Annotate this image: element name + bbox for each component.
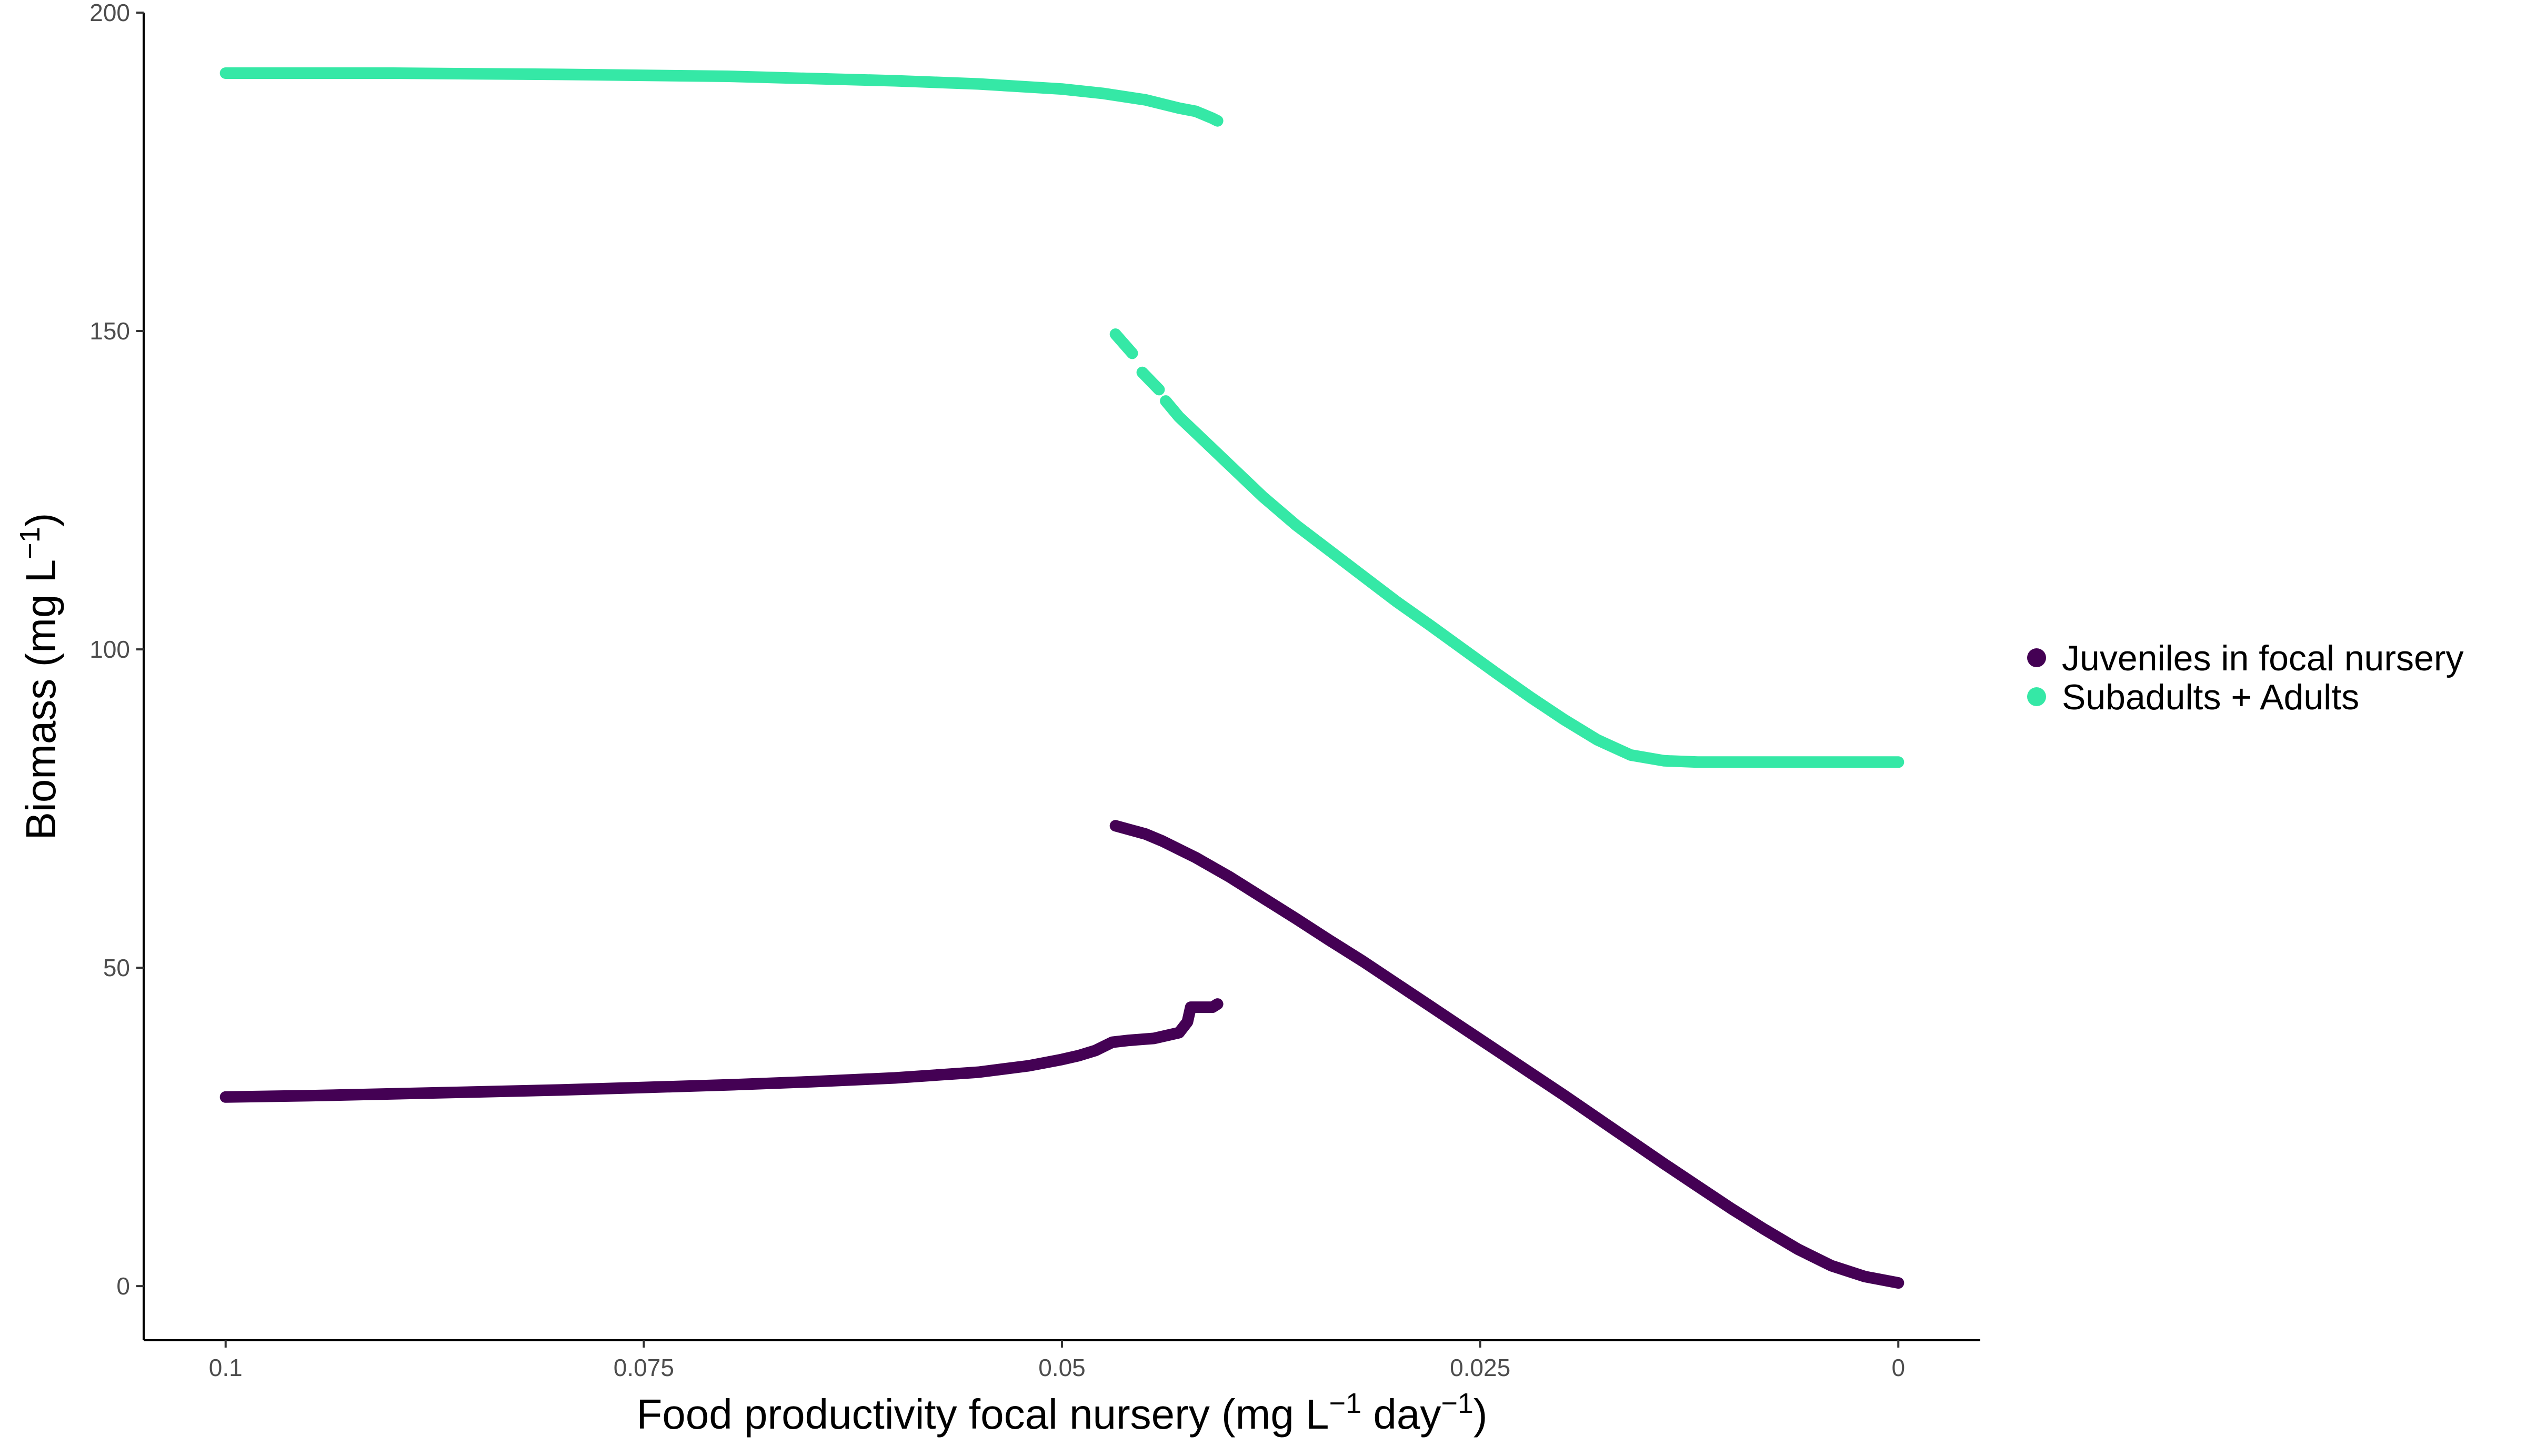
legend-marker xyxy=(2027,648,2046,667)
series-1-segment-2 xyxy=(1136,366,1165,396)
series-1-segment-1 xyxy=(1109,328,1138,359)
legend-item-1: Subadults + Adults xyxy=(2027,677,2359,717)
series-1-segment-3 xyxy=(1160,395,1904,768)
legend-marker xyxy=(2027,687,2046,706)
y-axis-title: Biomass (mg L−1) xyxy=(14,513,64,840)
x-axis-title: Food productivity focal nursery (mg L−1 … xyxy=(636,1388,1487,1438)
x-tick-label: 0 xyxy=(1891,1354,1905,1381)
series-0-segment-0 xyxy=(219,998,1224,1103)
x-tick-label: 0.025 xyxy=(1450,1354,1510,1381)
x-tick-label: 0.05 xyxy=(1038,1354,1086,1381)
y-tick-label: 100 xyxy=(89,636,130,663)
axes: 0 50 100 150 200 0.1 0.075 0.05 0.025 0 Food produ… xyxy=(14,0,1980,1438)
x-tick-label: 0.1 xyxy=(209,1354,243,1381)
y-tick-label: 200 xyxy=(89,0,130,26)
series-1-segment-0 xyxy=(219,67,1224,127)
legend-label: Subadults + Adults xyxy=(2062,677,2359,717)
plot-area xyxy=(219,67,1904,1289)
legend-label: Juveniles in focal nursery xyxy=(2062,638,2463,678)
series-1 xyxy=(219,67,1904,768)
x-tick-label: 0.075 xyxy=(614,1354,674,1381)
y-tick-label: 50 xyxy=(103,954,130,981)
y-tick-label: 150 xyxy=(89,317,130,345)
legend-item-0: Juveniles in focal nursery xyxy=(2027,638,2463,678)
y-tick-label: 0 xyxy=(116,1272,130,1300)
series-0-segment-1 xyxy=(1109,820,1904,1289)
series-0 xyxy=(219,820,1904,1289)
